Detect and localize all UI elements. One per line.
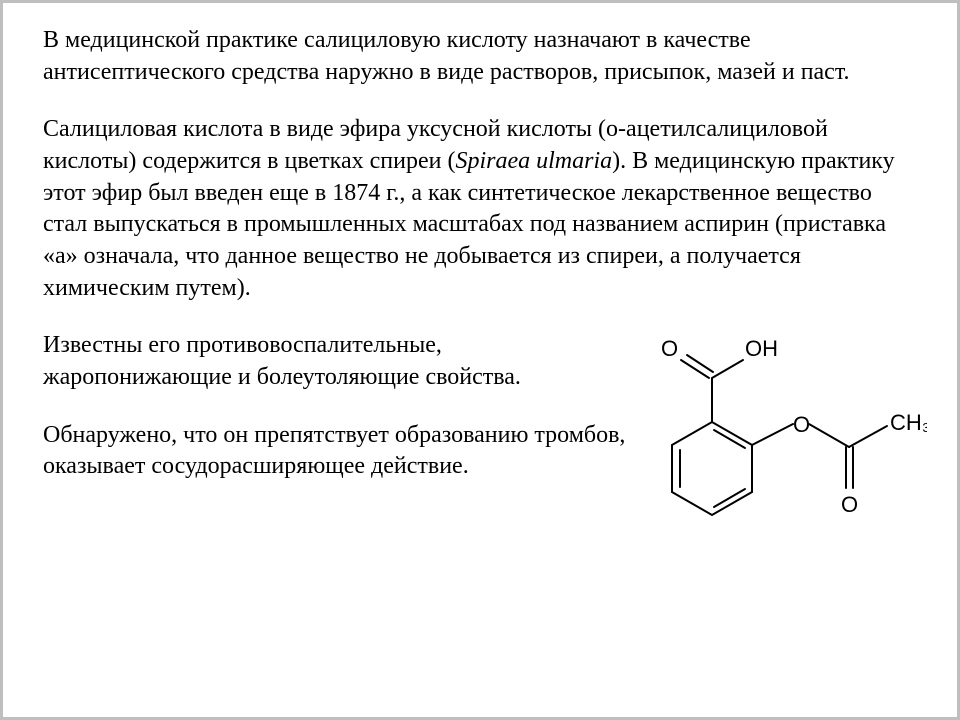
label-ch3: CH₃ bbox=[890, 410, 927, 435]
chemical-structure: O OH O CH₃ O bbox=[617, 320, 927, 570]
label-o2: O bbox=[793, 412, 810, 437]
slide-content: В медицинской практике салициловую кисло… bbox=[43, 25, 917, 697]
paragraph-4: Обнаружено, что он препятствует образова… bbox=[43, 420, 633, 483]
paragraph-2: Салициловая кислота в виде эфира уксусно… bbox=[43, 114, 917, 304]
label-o3: O bbox=[841, 492, 858, 517]
label-oh: OH bbox=[745, 336, 778, 361]
slide-card: В медицинской практике салициловую кисло… bbox=[0, 0, 960, 720]
aspirin-structure-icon: O OH O CH₃ O bbox=[617, 320, 927, 570]
bottom-row: Известны его противовоспалительные, жаро… bbox=[43, 330, 917, 483]
text-column: Известны его противовоспалительные, жаро… bbox=[43, 330, 633, 483]
latin-name: Spiraea ulmaria bbox=[455, 148, 612, 174]
label-o1: O bbox=[661, 336, 678, 361]
paragraph-3: Известны его противовоспалительные, жаро… bbox=[43, 330, 633, 393]
paragraph-1: В медицинской практике салициловую кисло… bbox=[43, 25, 917, 88]
